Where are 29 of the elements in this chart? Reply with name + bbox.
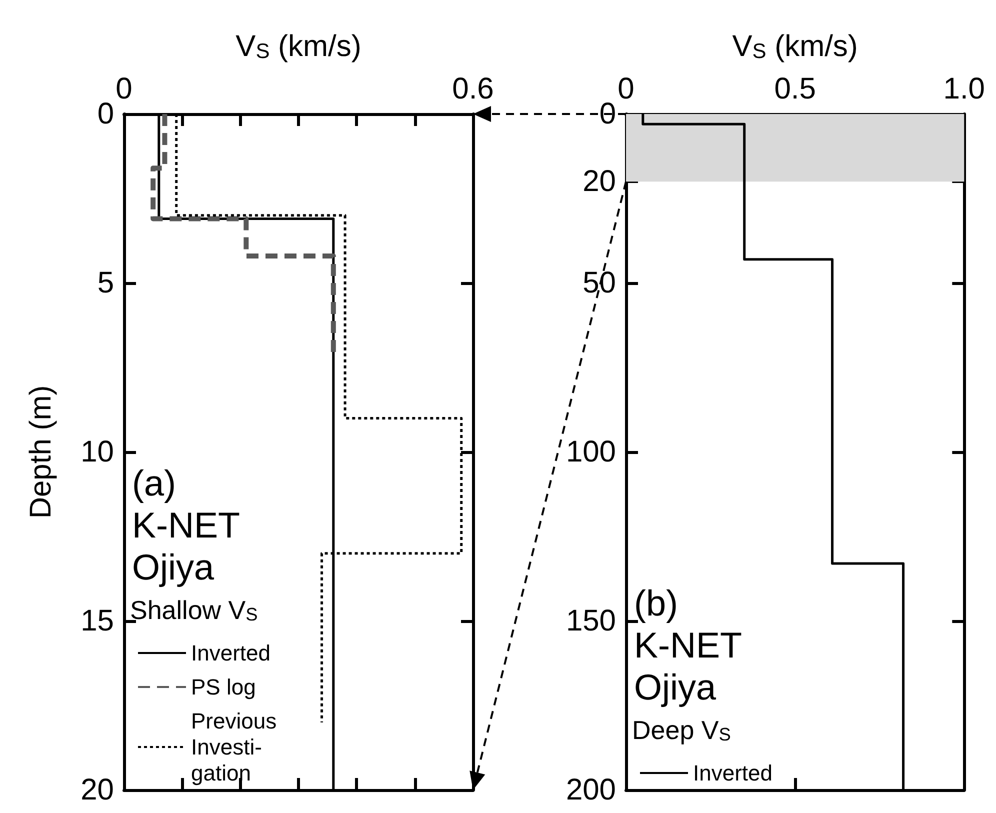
annotation: (b) [634, 582, 678, 624]
legend-label: Previous Investi- gation [191, 708, 277, 786]
y-tick-label: 15 [80, 604, 114, 638]
y-tick-label: 20 [582, 165, 616, 198]
annotation: (a) [132, 462, 176, 504]
y-tick-label: 20 [80, 774, 114, 806]
legend-label: Inverted [693, 760, 772, 786]
x-tick-label: 0.6 [452, 72, 494, 106]
x-axis-title: VS (km/s) [732, 30, 858, 63]
y-tick-label: 0 [97, 98, 114, 130]
y-tick-label: 150 [566, 604, 616, 638]
annotation: Ojiya [634, 666, 717, 708]
x-axis-title: VS (km/s) [236, 30, 362, 63]
annotation: K-NET [634, 624, 742, 666]
y-tick-label: 10 [80, 436, 114, 468]
y-tick-label: 200 [566, 774, 616, 806]
y-axis-title: Depth (m) [24, 385, 58, 519]
x-tick-label: 0.5 [774, 72, 816, 106]
legend-title: Deep VS [632, 715, 731, 745]
legend-label: Inverted [191, 640, 270, 666]
legend-label: PS log [191, 674, 256, 700]
legend-title: Shallow VS [130, 595, 258, 625]
y-tick-label: 0 [599, 98, 616, 130]
annotation: Ojiya [132, 546, 215, 588]
x-tick-label: 1.0 [943, 72, 986, 106]
y-tick-label: 5 [97, 266, 114, 300]
y-tick-label: 100 [566, 436, 616, 468]
annotation: K-NET [132, 504, 240, 546]
y-tick-label: 50 [582, 266, 616, 300]
